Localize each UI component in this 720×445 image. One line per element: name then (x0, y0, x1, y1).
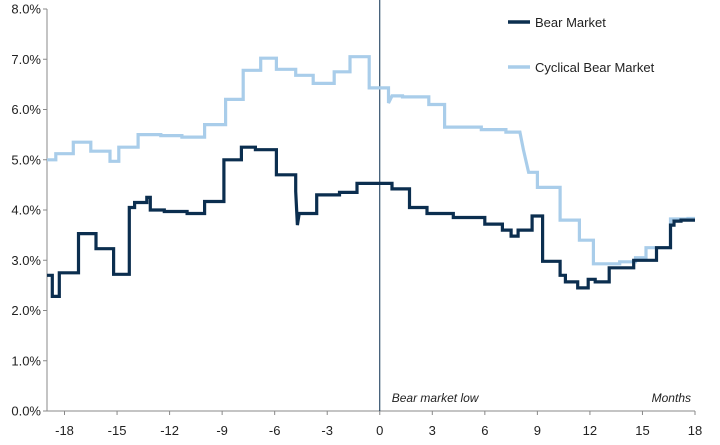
series-line-bear-market (47, 145, 695, 298)
annotation-bear-market-low: Bear market low (392, 391, 480, 405)
y-tick-label: 3.0% (11, 253, 41, 268)
y-tick-label: 0.0% (11, 404, 41, 419)
x-tick-label: 15 (635, 423, 649, 438)
y-axis-ticks: 0.0% 1.0% 2.0% 3.0% 4.0% 5.0% 6.0% 7.0% 8.0% (11, 2, 47, 419)
legend-label-cyclical-bear-market: Cyclical Bear Market (535, 60, 655, 75)
series-line-cyclical-bear-market (47, 55, 695, 266)
x-tick-label: -15 (108, 423, 127, 438)
y-tick-label: 8.0% (11, 2, 41, 17)
x-tick-label: 6 (481, 423, 488, 438)
x-tick-label: 0 (376, 423, 383, 438)
y-tick-label: 7.0% (11, 52, 41, 67)
y-tick-label: 6.0% (11, 102, 41, 117)
x-tick-label: -6 (269, 423, 281, 438)
x-tick-label: 9 (534, 423, 541, 438)
x-tick-label: -18 (55, 423, 74, 438)
x-tick-label: -12 (160, 423, 179, 438)
x-axis-ticks: -18 -15 -12 -9 -6 -3 0 3 6 9 12 15 18 (55, 411, 702, 438)
y-tick-label: 5.0% (11, 152, 41, 167)
x-tick-label: -9 (216, 423, 228, 438)
x-tick-label: 12 (583, 423, 597, 438)
x-tick-label: 18 (688, 423, 702, 438)
y-tick-label: 1.0% (11, 353, 41, 368)
legend-label-bear-market: Bear Market (535, 15, 606, 30)
annotation-months: Months (652, 391, 691, 405)
x-tick-label: 3 (429, 423, 436, 438)
y-tick-label: 4.0% (11, 203, 41, 218)
x-tick-label: -3 (321, 423, 333, 438)
legend: Bear Market Cyclical Bear Market (508, 15, 655, 75)
series-layer (47, 55, 695, 298)
y-tick-label: 2.0% (11, 303, 41, 318)
